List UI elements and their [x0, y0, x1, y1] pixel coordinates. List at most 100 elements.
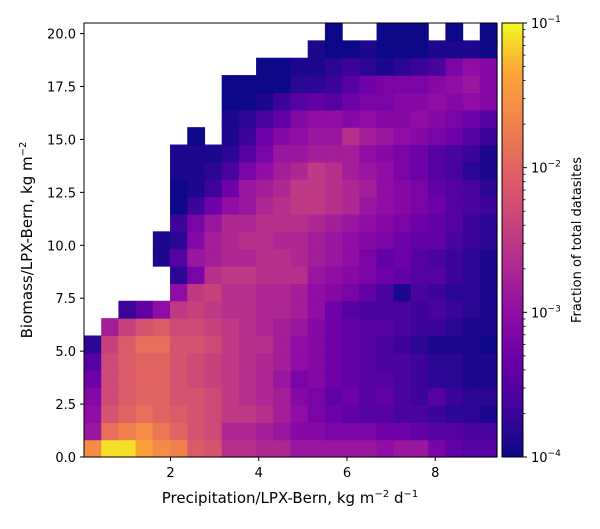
heatmap-cell	[393, 404, 412, 423]
heatmap-cell	[238, 127, 257, 146]
heatmap-cell	[410, 231, 429, 250]
heatmap-cell	[479, 40, 498, 59]
heatmap-cell	[290, 57, 309, 76]
heatmap-cell	[221, 248, 240, 267]
heatmap-cell	[428, 196, 446, 215]
heatmap-cell	[445, 75, 464, 94]
heatmap-cell	[324, 231, 343, 250]
heatmap-cell	[342, 370, 360, 389]
heatmap-cell	[324, 40, 343, 59]
heatmap-cell	[307, 439, 326, 458]
heatmap-cell	[324, 213, 343, 232]
heatmap-cell	[376, 127, 395, 146]
heatmap-cell	[238, 231, 257, 250]
heatmap-cell	[307, 248, 326, 267]
heatmap-cell	[101, 318, 120, 337]
heatmap-cell	[393, 40, 412, 59]
heatmap-cell	[342, 196, 360, 215]
heatmap-cell	[152, 439, 171, 458]
heatmap-cell	[462, 283, 481, 302]
heatmap-cell	[273, 161, 292, 180]
heatmap-cell	[359, 75, 378, 94]
heatmap-cell	[479, 57, 498, 76]
heatmap-cell	[187, 422, 206, 441]
heatmap-cell	[376, 370, 395, 389]
heatmap-cell	[359, 231, 378, 250]
heatmap-cell	[359, 161, 378, 180]
heatmap-cell	[410, 300, 429, 319]
heatmap-cell	[238, 335, 257, 354]
heatmap-cell	[221, 109, 240, 128]
heatmap-cell	[445, 161, 464, 180]
heatmap-cell	[324, 161, 343, 180]
heatmap-cell	[290, 248, 309, 267]
heatmap-cell	[101, 404, 120, 423]
heatmap-cell	[290, 387, 309, 406]
heatmap-cell	[187, 283, 206, 302]
heatmap-cell	[84, 352, 102, 371]
heatmap-cell	[410, 179, 429, 198]
heatmap-cell	[307, 370, 326, 389]
heatmap-cell	[479, 75, 498, 94]
heatmap-cell	[462, 404, 481, 423]
heatmap-cell	[84, 370, 102, 389]
heatmap-cell	[376, 109, 395, 128]
heatmap-cell	[410, 109, 429, 128]
heatmap-cell	[359, 387, 378, 406]
colorbar	[501, 22, 524, 458]
heatmap-cell	[101, 439, 120, 458]
heatmap-cell	[393, 23, 412, 41]
heatmap-cell	[445, 57, 464, 76]
heatmap-cell	[445, 196, 464, 215]
heatmap-cell	[256, 352, 274, 371]
heatmap-cell	[324, 109, 343, 128]
heatmap-cell	[462, 387, 481, 406]
heatmap-cell	[445, 213, 464, 232]
heatmap-cell	[324, 300, 343, 319]
heatmap-cell	[256, 161, 274, 180]
heatmap-cell	[376, 422, 395, 441]
heatmap-cell	[479, 266, 498, 284]
heatmap-cell	[135, 352, 154, 371]
heatmap-cell	[307, 335, 326, 354]
heatmap-cell	[238, 248, 257, 267]
heatmap-cell	[410, 352, 429, 371]
heatmap-cell	[445, 266, 464, 284]
heatmap-cell	[428, 266, 446, 284]
heatmap-cell	[238, 161, 257, 180]
heatmap-cell	[187, 370, 206, 389]
heatmap-cell	[187, 231, 206, 250]
heatmap-cell	[307, 387, 326, 406]
heatmap-cell	[187, 144, 206, 163]
y-tick-label: 20.0	[47, 28, 76, 43]
heatmap-cell	[273, 109, 292, 128]
heatmap-cell	[307, 109, 326, 128]
heatmap-cell	[410, 196, 429, 215]
heatmap-cell	[462, 75, 481, 94]
heatmap-cell	[204, 213, 223, 232]
heatmap-cell	[290, 92, 309, 111]
heatmap-cell	[376, 92, 395, 111]
heatmap-cell	[428, 144, 446, 163]
heatmap-cell	[359, 109, 378, 128]
heatmap-cell	[238, 370, 257, 389]
heatmap-cell	[428, 404, 446, 423]
heatmap-cell	[376, 248, 395, 267]
heatmap-cell	[479, 352, 498, 371]
heatmap-cell	[170, 196, 188, 215]
heatmap-cell	[204, 318, 223, 337]
heatmap-cell	[428, 75, 446, 94]
heatmap-cell	[479, 109, 498, 128]
heatmap-cell	[307, 404, 326, 423]
heatmap-cell	[273, 404, 292, 423]
heatmap-cell	[445, 23, 464, 41]
heatmap-cell	[118, 387, 137, 406]
heatmap-cell	[307, 318, 326, 337]
y-tick-label: 2.5	[55, 398, 76, 413]
heatmap-cell	[376, 57, 395, 76]
heatmap-cell	[290, 352, 309, 371]
heatmap-cell	[256, 318, 274, 337]
heatmap-cell	[152, 387, 171, 406]
heatmap-cell	[170, 404, 188, 423]
x-tick-label: 2	[166, 466, 174, 481]
